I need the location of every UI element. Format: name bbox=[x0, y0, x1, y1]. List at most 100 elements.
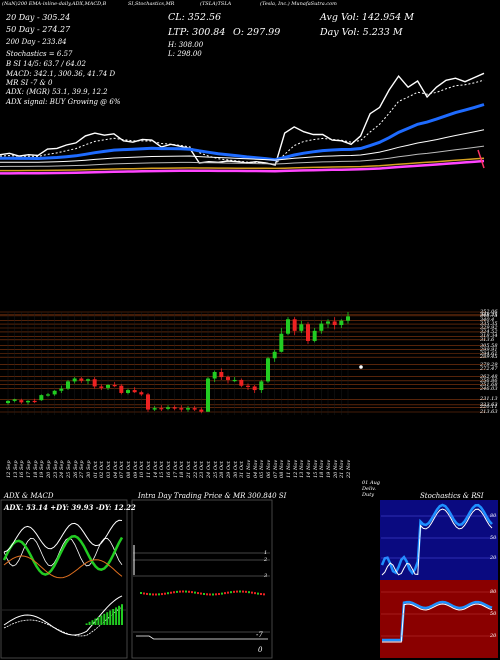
candle bbox=[86, 378, 90, 385]
date-label: 19 Nov bbox=[326, 459, 332, 478]
open-label: O: 297.99 bbox=[233, 27, 281, 38]
intra-tick bbox=[203, 592, 205, 595]
macd-histogram-bar bbox=[94, 618, 97, 625]
date-label: 25 Sep bbox=[66, 460, 72, 478]
candle-body bbox=[79, 378, 84, 381]
intra-tick bbox=[230, 591, 232, 594]
plus-di-line bbox=[2, 534, 124, 576]
intra-tick bbox=[146, 592, 148, 595]
date-label: 12 Sep bbox=[6, 460, 12, 478]
stoch-d-line bbox=[381, 508, 493, 576]
ema-panel bbox=[0, 72, 485, 175]
date-label: 15 Nov bbox=[312, 459, 319, 478]
candle bbox=[232, 377, 237, 383]
candle bbox=[346, 312, 350, 324]
candle bbox=[279, 327, 284, 353]
price-scale-label: 262.48 bbox=[480, 373, 498, 380]
candle-body bbox=[19, 400, 24, 403]
candle bbox=[139, 390, 144, 396]
day-vol-label: Day Vol: 5.233 M bbox=[320, 27, 403, 38]
candle bbox=[59, 385, 64, 393]
stoch-label: Stochastics = 6.57 bbox=[6, 50, 73, 58]
macd-histogram-bar bbox=[109, 610, 112, 625]
date-label: 23 Oct bbox=[199, 461, 206, 478]
macd-histogram-bar bbox=[88, 621, 91, 625]
candle-body bbox=[146, 394, 150, 410]
candle bbox=[159, 405, 164, 412]
price-scale-label: 329.92 bbox=[480, 324, 498, 331]
intra-tick bbox=[221, 592, 223, 595]
candle bbox=[106, 384, 110, 391]
price-scale-label: 348.25 bbox=[480, 311, 498, 318]
intra-tick bbox=[260, 593, 262, 596]
candle bbox=[239, 378, 244, 388]
candle-body bbox=[266, 358, 270, 382]
macd-histogram-bar bbox=[121, 604, 123, 625]
intra-panel-frame bbox=[131, 499, 273, 659]
date-axis-right-label: 01 Aug Deliv. Duty bbox=[362, 480, 380, 498]
intra-tick bbox=[218, 593, 220, 596]
candle-body bbox=[86, 379, 90, 381]
intra-tick bbox=[236, 590, 238, 593]
date-label: 23 Sep bbox=[52, 460, 59, 478]
candle bbox=[206, 377, 210, 412]
intra-tick bbox=[182, 590, 184, 593]
intra-bottom-right: -7 bbox=[256, 631, 263, 639]
intra-tick bbox=[167, 592, 169, 595]
cl-label: CL: 352.56 bbox=[168, 12, 222, 23]
rsi-line bbox=[382, 600, 493, 642]
bsi-label: B SI 14/5: 63.7 / 64.02 bbox=[6, 60, 86, 68]
date-label: 13 Sep bbox=[12, 460, 19, 478]
adx-label: ADX: (MGR) 53.1, 39.9, 12.2 bbox=[6, 88, 108, 96]
price-scale-label: 272.47 bbox=[480, 366, 498, 373]
high-label: H: 308.00 bbox=[168, 41, 204, 49]
intra-tick bbox=[233, 590, 235, 593]
adx-line bbox=[3, 537, 123, 567]
candle-body bbox=[346, 316, 350, 321]
intra-tick bbox=[188, 590, 190, 593]
candle-body bbox=[139, 392, 144, 395]
candle bbox=[246, 383, 250, 391]
candle bbox=[332, 317, 337, 330]
avg-vol-label: Avg Vol: 142.954 M bbox=[320, 12, 414, 23]
date-label: 18 Oct bbox=[179, 461, 186, 478]
date-label: 20 Nov bbox=[332, 459, 339, 478]
candle-body bbox=[206, 378, 210, 412]
candle-body bbox=[39, 395, 44, 401]
date-label: 17 Sep bbox=[26, 460, 32, 478]
ema-long-line bbox=[0, 159, 485, 175]
macd-histogram-bar bbox=[85, 623, 88, 625]
intra-tick bbox=[212, 593, 214, 596]
candle-body bbox=[332, 321, 337, 326]
candle-body bbox=[192, 408, 197, 410]
intra-mr-line bbox=[136, 635, 268, 640]
candlestick-panel bbox=[0, 311, 486, 415]
intra-tick bbox=[206, 593, 208, 596]
date-label: 29 Oct bbox=[226, 461, 232, 478]
date-label: 05 Nov bbox=[259, 459, 266, 478]
candle-body bbox=[286, 319, 290, 334]
date-label: 06 Nov bbox=[266, 459, 272, 478]
date-label: 27 Sep bbox=[79, 460, 86, 478]
intra-tick bbox=[140, 592, 142, 594]
date-label: 04 Nov bbox=[252, 459, 259, 478]
macd-label: MACD: 342.1, 300.36, 41.74 D bbox=[6, 70, 116, 78]
candle bbox=[179, 405, 184, 412]
stoch-k-line bbox=[380, 503, 493, 576]
candle bbox=[272, 349, 277, 362]
candle-body bbox=[186, 408, 190, 410]
price-scale-label: 213.63 bbox=[480, 409, 498, 415]
macd-histogram-bar bbox=[118, 605, 121, 625]
date-label: 30 Sep bbox=[86, 460, 92, 478]
date-label: 11 Oct bbox=[146, 461, 152, 478]
candle-body bbox=[239, 379, 244, 386]
candle bbox=[339, 319, 344, 328]
candle-body bbox=[246, 385, 250, 387]
intra-tick bbox=[191, 591, 193, 594]
date-label: 25 Oct bbox=[212, 461, 219, 478]
candle bbox=[66, 379, 70, 391]
price-scale-label: 352.06 bbox=[480, 309, 498, 315]
candle-body bbox=[26, 400, 30, 403]
candle-body bbox=[279, 333, 284, 352]
rsi-signal-line bbox=[382, 603, 493, 643]
